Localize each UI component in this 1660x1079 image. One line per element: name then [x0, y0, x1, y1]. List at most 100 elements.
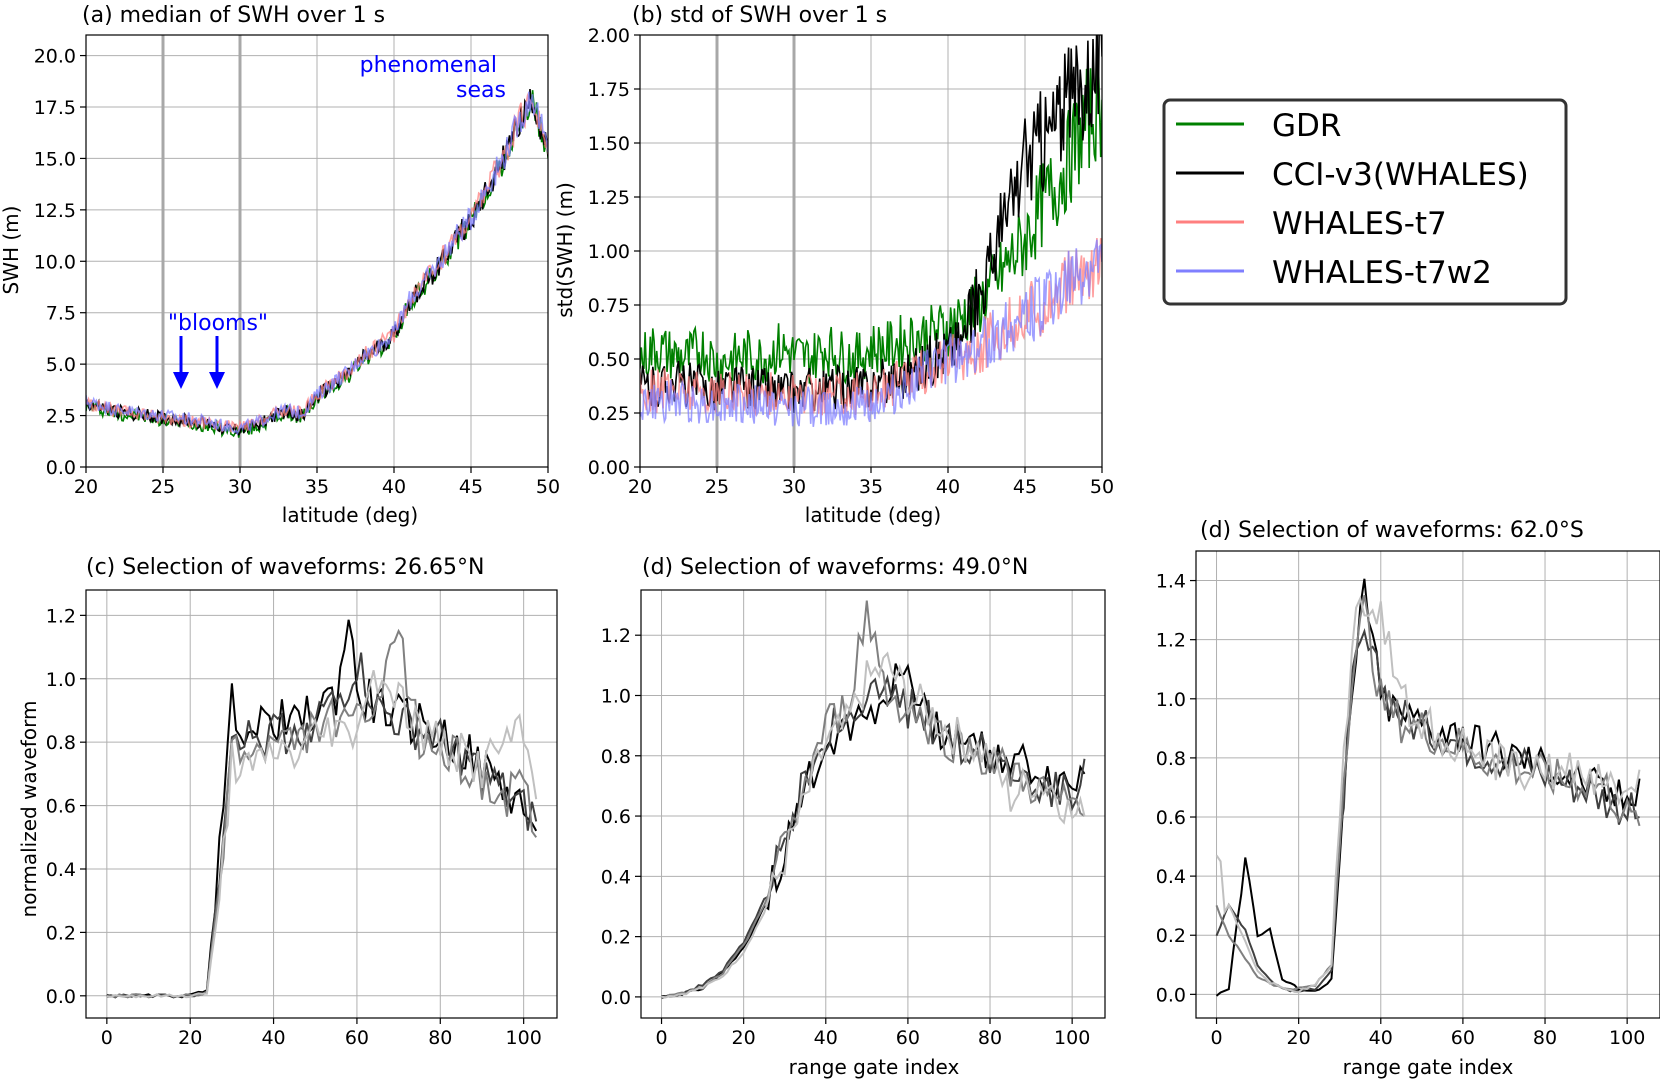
y-tick-label: 0.2	[601, 927, 631, 949]
y-tick-label: 1.2	[46, 605, 76, 627]
series-line-whales-t7	[86, 92, 548, 433]
y-tick-label: 1.4	[1156, 571, 1186, 593]
blooms-arrows	[173, 336, 225, 389]
x-tick-label: 50	[1090, 476, 1114, 498]
y-tick-label: 1.2	[1156, 630, 1186, 652]
panel-d2-xlabel: range gate index	[1343, 1055, 1514, 1079]
x-tick-label: 25	[705, 476, 729, 498]
y-tick-label: 0.0	[1156, 984, 1186, 1006]
y-tick-label: 1.50	[588, 133, 630, 155]
y-tick-label: 0.25	[588, 403, 630, 425]
panel-a-xlabel: latitude (deg)	[282, 503, 418, 527]
y-tick-label: 1.2	[601, 625, 631, 647]
panel-a-ylabel: SWH (m)	[0, 206, 23, 295]
x-tick-label: 20	[1287, 1027, 1311, 1049]
y-tick-label: 0.4	[1156, 866, 1186, 888]
panel-b-xlabel: latitude (deg)	[805, 503, 941, 527]
x-tick-label: 45	[1013, 476, 1037, 498]
x-tick-label: 0	[1210, 1027, 1222, 1049]
blooms-annotation: "blooms"	[168, 311, 268, 336]
y-tick-label: 1.75	[588, 79, 630, 101]
x-tick-label: 20	[178, 1027, 202, 1049]
legend-label-whales-t7w2: WHALES-t7w2	[1272, 255, 1492, 291]
y-tick-label: 0.0	[601, 987, 631, 1009]
legend-item-whales-t7w2: WHALES-t7w2	[1176, 255, 1492, 291]
legend-item-whales-t7: WHALES-t7	[1176, 206, 1447, 242]
y-tick-label: 0.4	[601, 866, 631, 888]
y-tick-label: 0.4	[46, 859, 76, 881]
x-tick-label: 30	[228, 476, 252, 498]
x-tick-label: 20	[732, 1027, 756, 1049]
panel-b-ylabel: std(SWH) (m)	[553, 182, 577, 318]
x-tick-label: 80	[428, 1027, 452, 1049]
series-line-whales-t7w2	[86, 91, 548, 436]
y-tick-label: 15.0	[34, 148, 76, 170]
x-tick-label: 40	[814, 1027, 838, 1049]
y-tick-label: 1.0	[601, 685, 631, 707]
y-tick-label: 0.75	[588, 295, 630, 317]
y-tick-label: 0.0	[46, 986, 76, 1008]
panel-a-title: (a) median of SWH over 1 s	[82, 3, 385, 28]
y-tick-label: 10.0	[34, 251, 76, 273]
panel-d-waveforms-49n: 0 20 40 60 80 100 0.0 0.2 0.4 0.6 0.8 1.0 1.2	[601, 589, 1106, 1049]
y-tick-label: 0.00	[588, 457, 630, 479]
series-line-waveform-3	[1215, 595, 1641, 994]
y-tick-label: 12.5	[34, 200, 76, 222]
panel-c-waveforms-26-65n: 0 20 40 60 80 100 0.0 0.2 0.4 0.6 0.8 1.0 1.2	[46, 589, 558, 1049]
y-tick-label: 1.25	[588, 187, 630, 209]
legend-label-whales-t7: WHALES-t7	[1272, 206, 1447, 242]
x-tick-label: 40	[261, 1027, 285, 1049]
series-line-waveform-1	[106, 652, 538, 999]
series-line-waveform-3	[661, 651, 1086, 999]
x-tick-label: 40	[382, 476, 406, 498]
legend-item-cci: CCI-v3(WHALES)	[1176, 157, 1529, 193]
legend-label-cci: CCI-v3(WHALES)	[1272, 157, 1529, 193]
axes-frame	[640, 589, 1106, 1019]
x-tick-label: 80	[978, 1027, 1002, 1049]
series-line-waveform-3	[106, 670, 538, 999]
series-line-waveform-2	[1215, 595, 1641, 991]
legend-frame	[1162, 98, 1568, 306]
x-tick-label: 100	[1609, 1027, 1645, 1049]
panel-c-ylabel: normalized waveform	[17, 701, 41, 918]
x-tick-label: 100	[506, 1027, 542, 1049]
x-tick-label: 100	[1054, 1027, 1090, 1049]
panel-a-swh-median: 20 25 30 35 40 45 50 0.0 2.5 5.0 7.5 10.0 12.5 15.0 17…	[34, 34, 560, 498]
x-tick-label: 60	[896, 1027, 920, 1049]
x-tick-label: 35	[859, 476, 883, 498]
panel-b-swh-std: 20 25 30 35 40 45 50 0.00 0.25 0.50 0.75 1.00 1.25 1.…	[588, 25, 1114, 498]
axes-frame	[1195, 550, 1660, 1019]
series-line-cci-v3-whales-	[640, 35, 1102, 414]
phenomenal-seas-line1: phenomenal	[360, 53, 497, 78]
legend-item-gdr: GDR	[1176, 108, 1341, 144]
series-line-waveform-2	[106, 628, 538, 999]
x-tick-label: 0	[101, 1027, 113, 1049]
x-tick-label: 50	[536, 476, 560, 498]
x-tick-label: 35	[305, 476, 329, 498]
x-tick-label: 30	[782, 476, 806, 498]
panel-d1-title: (d) Selection of waveforms: 49.0°N	[642, 555, 1028, 580]
y-tick-label: 0.6	[601, 806, 631, 828]
y-tick-label: 2.5	[46, 406, 76, 428]
series-line-waveform-0	[661, 663, 1086, 998]
y-tick-label: 1.0	[46, 669, 76, 691]
panel-b-title: (b) std of SWH over 1 s	[632, 3, 887, 28]
x-tick-label: 25	[151, 476, 175, 498]
x-tick-label: 0	[655, 1027, 667, 1049]
y-tick-label: 2.00	[588, 25, 630, 47]
x-tick-label: 20	[74, 476, 98, 498]
y-tick-label: 0.0	[46, 457, 76, 479]
series-line-gdr	[640, 57, 1102, 387]
panel-d2-title: (d) Selection of waveforms: 62.0°S	[1200, 518, 1584, 543]
x-tick-label: 40	[936, 476, 960, 498]
legend-label-gdr: GDR	[1272, 108, 1341, 144]
y-tick-label: 0.8	[46, 732, 76, 754]
phenomenal-seas-line2: seas	[456, 78, 506, 103]
series-line-whales-t7w2	[640, 239, 1102, 428]
series-line-waveform-1	[1215, 627, 1640, 993]
series-line-waveform-0	[106, 619, 538, 999]
y-tick-label: 7.5	[46, 303, 76, 325]
panel-c-title: (c) Selection of waveforms: 26.65°N	[86, 555, 484, 580]
y-tick-label: 0.8	[1156, 748, 1186, 770]
